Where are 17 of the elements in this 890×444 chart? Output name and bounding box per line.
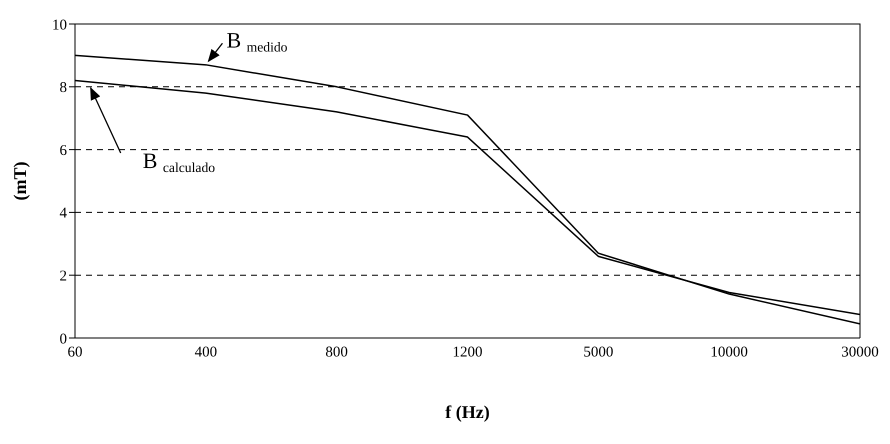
y-tick-label: 2	[60, 268, 67, 285]
x-tick-label: 5000	[583, 344, 614, 361]
x-tick-label: 800	[325, 344, 348, 361]
legend-label: B $_{medido}$	[226, 27, 288, 54]
y-tick-label: 4	[60, 206, 68, 222]
text: B $_{calculado}$	[142, 148, 216, 175]
y-tick-label: 6	[60, 142, 68, 159]
x-tick-label: 60	[68, 344, 82, 361]
y-axis-title: (mT)	[10, 162, 30, 200]
x-tick-label: 30000	[841, 344, 879, 361]
x-axis-title: f (Hz)	[445, 402, 490, 422]
x-tick-label: 400	[194, 344, 218, 361]
y-tick-label: 10	[52, 17, 67, 34]
y-tick-label: 0	[60, 331, 67, 348]
x-tick-label: 1200	[452, 344, 482, 361]
y-tick-label: 8	[60, 80, 67, 96]
x-tick-label: 10000	[710, 344, 748, 361]
